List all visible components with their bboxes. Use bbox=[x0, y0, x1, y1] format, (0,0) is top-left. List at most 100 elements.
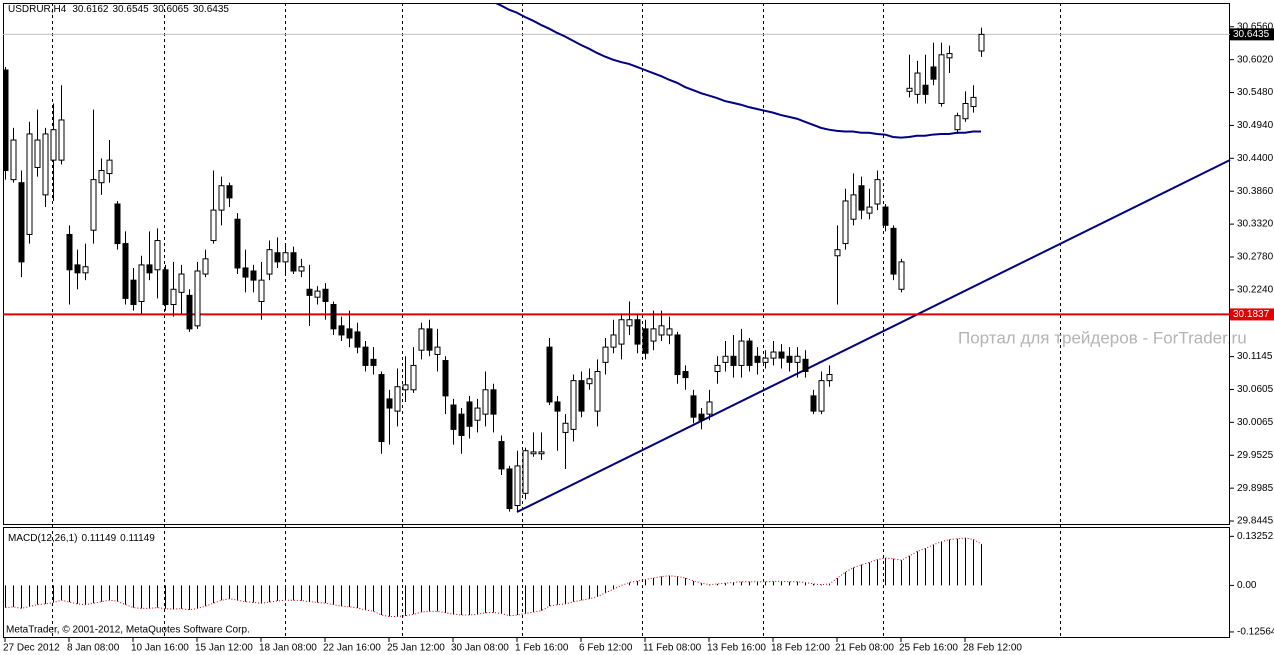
x-tick-label: 13 Feb 16:00 bbox=[707, 643, 766, 654]
x-tick-label: 28 Feb 12:00 bbox=[963, 643, 1022, 654]
y-tick-label: 30.2780 bbox=[1237, 252, 1274, 263]
candle-body bbox=[906, 87, 913, 92]
candle-body bbox=[218, 185, 225, 211]
candle-body bbox=[666, 328, 673, 336]
candle-body bbox=[50, 129, 57, 161]
candle-body bbox=[642, 328, 649, 354]
candle-body bbox=[554, 401, 561, 412]
watermark: Портал для трейдеров - ForTrader.ru bbox=[958, 328, 1247, 347]
candle-body bbox=[874, 179, 881, 205]
candle-body bbox=[314, 290, 321, 298]
plot-area bbox=[3, 3, 1230, 512]
candle-body bbox=[234, 218, 241, 269]
candle-body bbox=[298, 266, 305, 272]
candle-body bbox=[626, 319, 633, 327]
candle-body bbox=[850, 194, 857, 220]
high-value: 30.6545 bbox=[113, 4, 150, 15]
macd-frame bbox=[3, 527, 1230, 638]
y-tick-label: 29.8985 bbox=[1237, 483, 1274, 494]
candle-body bbox=[938, 54, 945, 105]
candle-body bbox=[954, 115, 961, 131]
candle-body bbox=[130, 279, 137, 306]
close-value: 30.6435 bbox=[193, 4, 230, 15]
x-tick-label: 22 Jan 16:00 bbox=[323, 643, 381, 654]
candle-body bbox=[578, 380, 585, 412]
candle-body bbox=[506, 468, 513, 510]
candle-body bbox=[354, 331, 361, 348]
candle-body bbox=[754, 355, 761, 363]
macd-area bbox=[5, 537, 982, 618]
x-tick-label: 8 Jan 08:00 bbox=[67, 643, 120, 654]
candle-body bbox=[250, 270, 257, 281]
candle-body bbox=[394, 386, 401, 412]
y-tick-label: 30.6020 bbox=[1237, 54, 1274, 65]
candle-body bbox=[522, 450, 529, 494]
candle-body bbox=[58, 119, 65, 161]
candle-body bbox=[594, 371, 601, 412]
candle-body bbox=[706, 401, 713, 415]
candle-body bbox=[962, 103, 969, 120]
candle-body bbox=[802, 358, 809, 373]
x-tick-label: 18 Jan 08:00 bbox=[259, 643, 317, 654]
candle-body bbox=[346, 328, 353, 339]
candle-body bbox=[242, 267, 249, 278]
y-tick-label: 30.4940 bbox=[1237, 120, 1274, 131]
candle-body bbox=[306, 288, 313, 296]
candle-body bbox=[498, 441, 505, 470]
candle-body bbox=[586, 378, 593, 385]
y-tick-label: 29.9525 bbox=[1237, 450, 1274, 461]
candle-body bbox=[42, 133, 49, 196]
candle-body bbox=[466, 401, 473, 427]
macd-label: MACD(12,26,1) bbox=[8, 533, 77, 544]
y-tick-label: 30.4400 bbox=[1237, 153, 1274, 164]
macd-y-tick-label: 0.00 bbox=[1237, 580, 1257, 591]
candle-body bbox=[274, 252, 281, 263]
x-tick-label: 25 Feb 16:00 bbox=[899, 643, 958, 654]
candle-body bbox=[826, 374, 833, 382]
candle-body bbox=[714, 364, 721, 373]
candle-body bbox=[410, 364, 417, 391]
candle-body bbox=[914, 72, 921, 95]
candle-body bbox=[738, 340, 745, 366]
x-tick-label: 10 Jan 16:00 bbox=[131, 643, 189, 654]
candle-body bbox=[162, 269, 169, 306]
candle-body bbox=[810, 395, 817, 412]
candle-body bbox=[818, 380, 825, 412]
candle-body bbox=[794, 355, 801, 363]
candle-body bbox=[98, 170, 105, 184]
candle-body bbox=[842, 200, 849, 245]
candle-body bbox=[610, 334, 617, 348]
macd-y-tick-label: -0.12564 bbox=[1237, 627, 1274, 638]
x-tick-label: 18 Feb 12:00 bbox=[771, 643, 830, 654]
candle-body bbox=[682, 371, 689, 379]
signal-value: 0.11149 bbox=[120, 533, 155, 544]
candle-body bbox=[858, 185, 865, 211]
candle-body bbox=[978, 33, 985, 52]
candle-body bbox=[634, 319, 641, 345]
candle-body bbox=[282, 252, 289, 263]
current-price-label: 30.6435 bbox=[1233, 29, 1270, 40]
x-tick-label: 11 Feb 08:00 bbox=[643, 643, 702, 654]
trend-line bbox=[516, 159, 1231, 513]
candle-body bbox=[138, 264, 145, 302]
candle-body bbox=[538, 451, 545, 455]
x-tick-label: 30 Jan 08:00 bbox=[451, 643, 509, 654]
copyright: MetaTrader, © 2001-2012, MetaQuotes Soft… bbox=[6, 625, 250, 636]
candle-body bbox=[434, 346, 441, 355]
candle-body bbox=[266, 249, 273, 275]
candle-body bbox=[746, 340, 753, 366]
open-value: 30.6162 bbox=[72, 4, 109, 15]
candle-body bbox=[834, 249, 841, 257]
y-tick-label: 30.1145 bbox=[1237, 351, 1273, 362]
main-frame bbox=[3, 3, 1230, 525]
y-tick-label: 30.3320 bbox=[1237, 219, 1274, 230]
candle-body bbox=[602, 346, 609, 363]
low-value: 30.6065 bbox=[153, 4, 190, 15]
candle-body bbox=[890, 227, 897, 275]
chart-title: USDRUR,H4 bbox=[8, 4, 67, 15]
candle-body bbox=[122, 243, 129, 299]
candle-body bbox=[762, 357, 769, 363]
candle-body bbox=[418, 328, 425, 351]
y-tick-label: 30.2240 bbox=[1237, 285, 1274, 296]
